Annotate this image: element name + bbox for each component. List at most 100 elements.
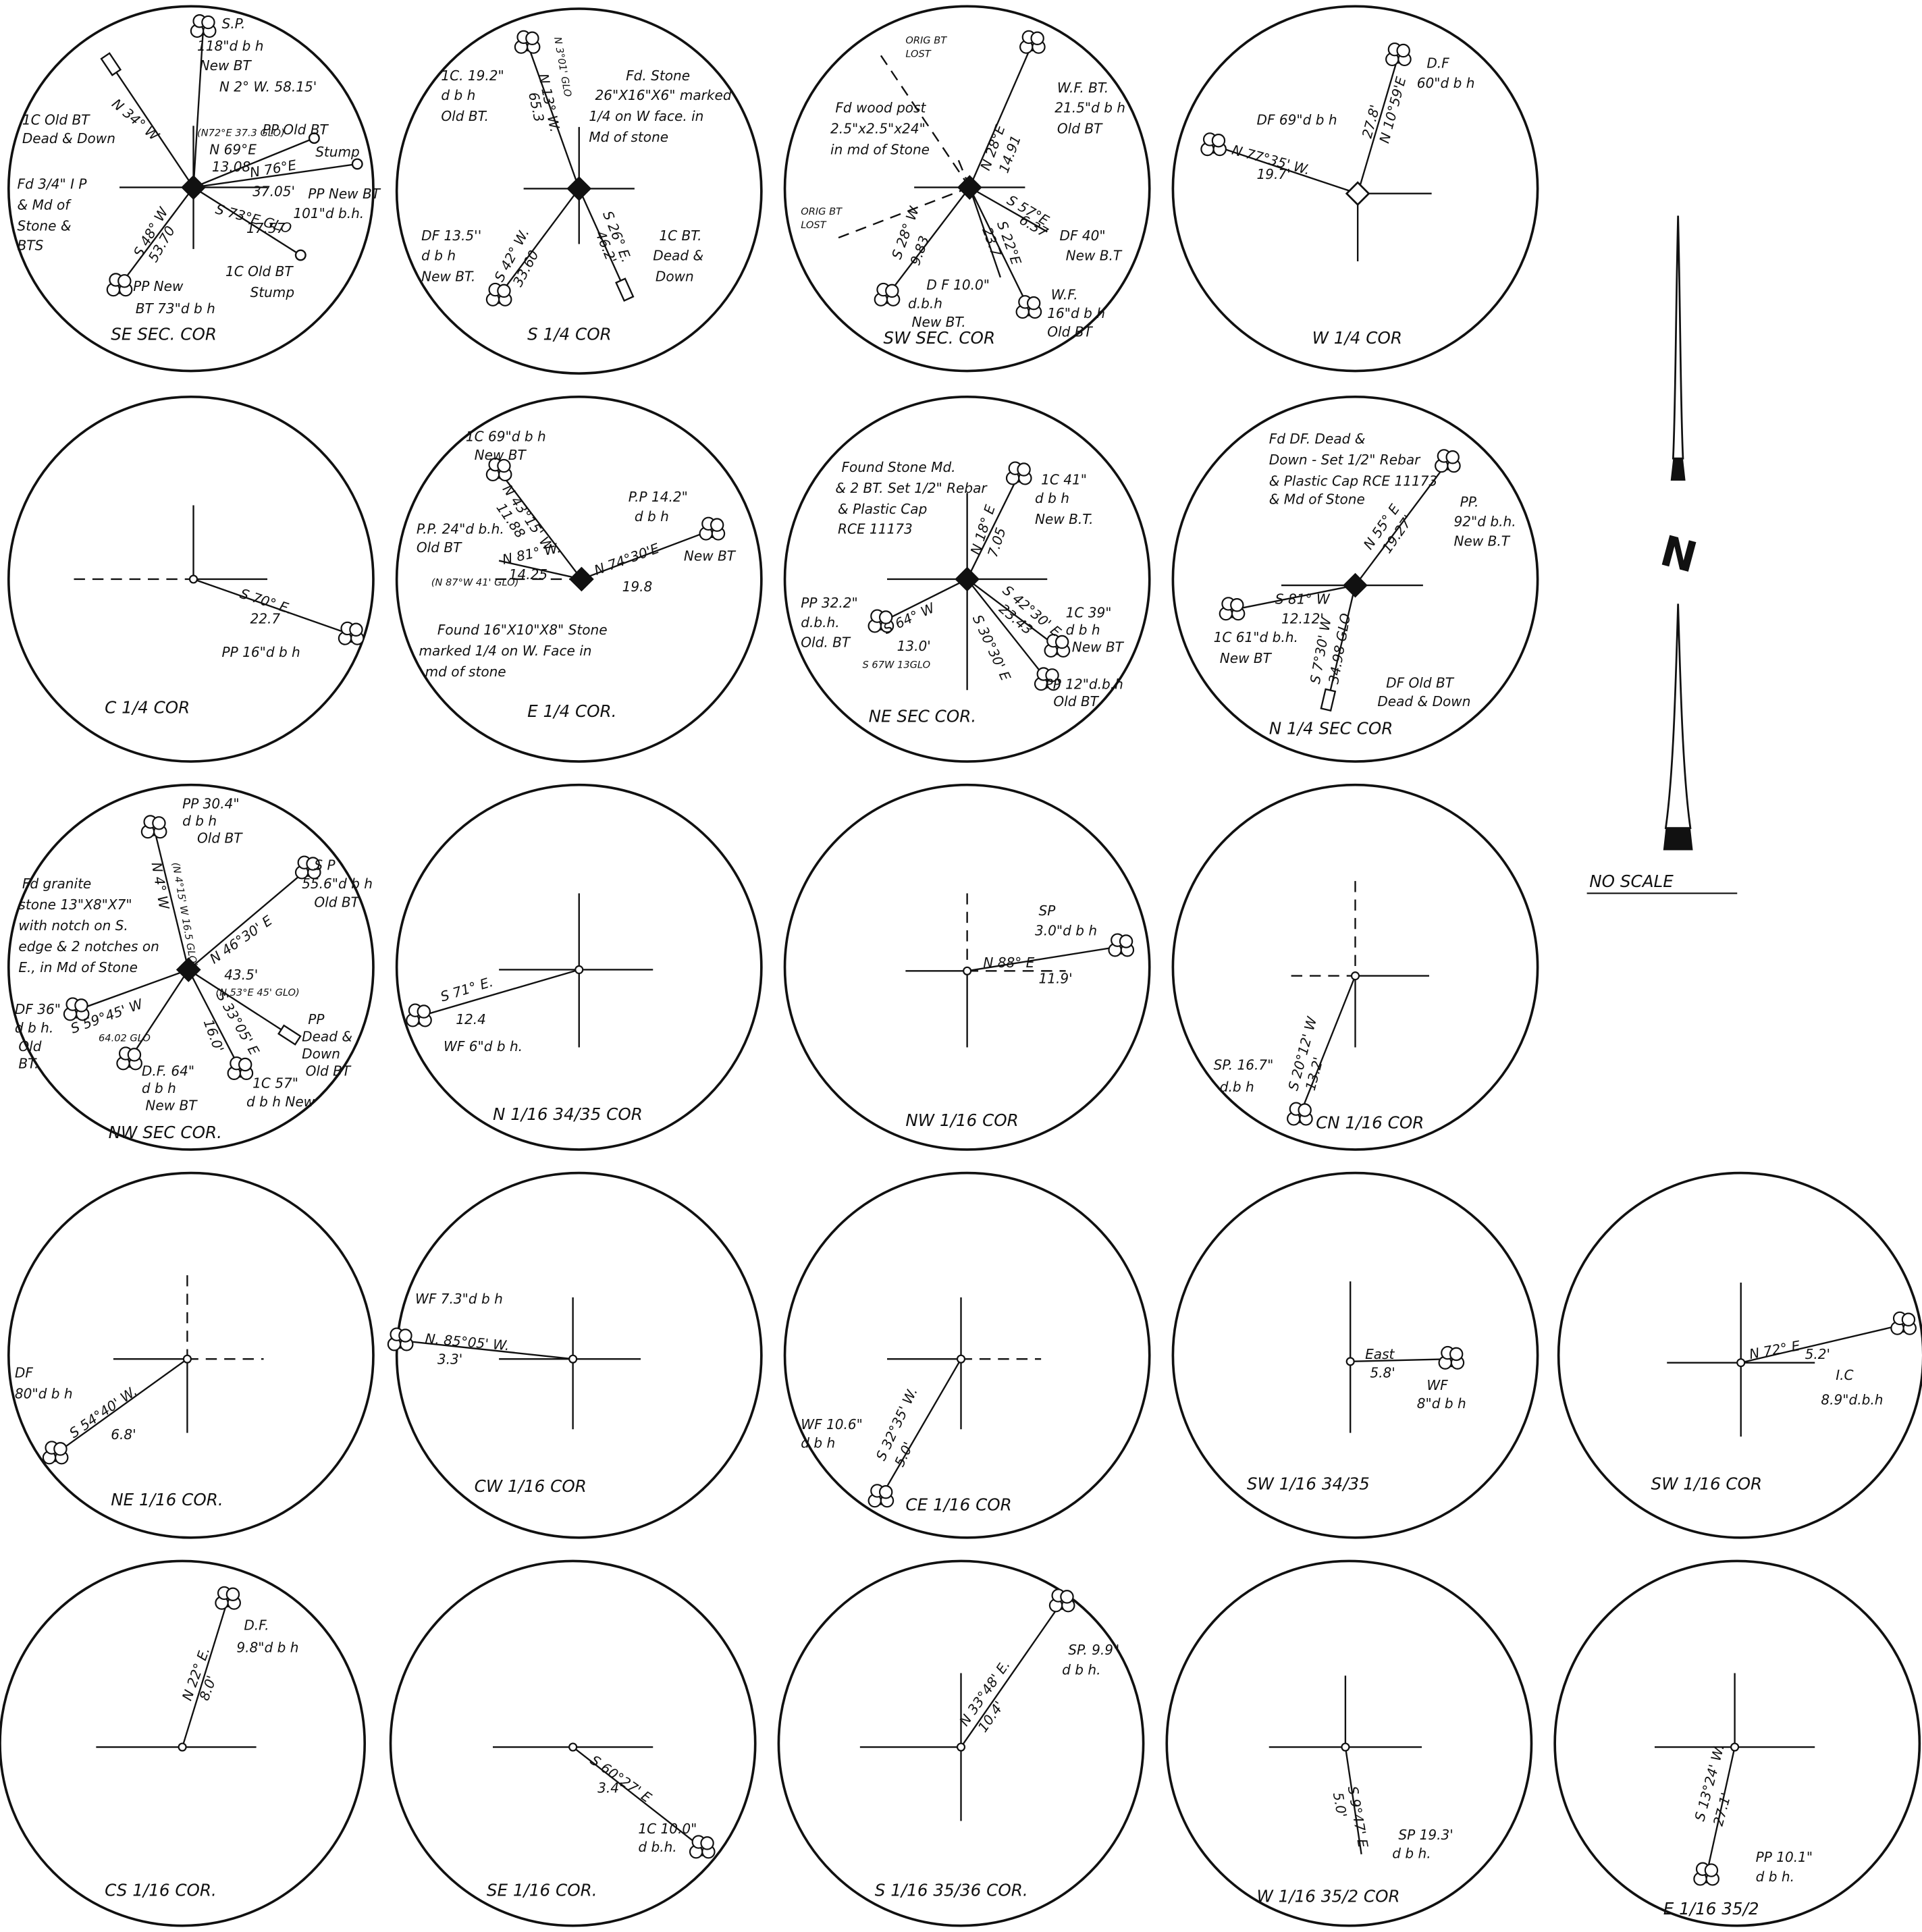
tie-line [110,63,194,188]
monument [955,566,980,592]
note: 80"d b h [15,1386,73,1402]
note: 9.8"d b h [236,1640,298,1656]
note: WF 7.3"d b h [415,1291,503,1307]
note: 13.08 [212,159,250,175]
note: Old BT [306,1063,352,1079]
monument [1730,1742,1740,1752]
tie-line [498,470,583,580]
tie-line [880,1358,962,1498]
note: Fd DF. Dead & [1269,431,1366,447]
note: Fd 3/4" I P [18,176,88,192]
monument [963,966,972,975]
note: SP [1038,903,1056,919]
tree-lobe [152,816,166,830]
note: & Md of Stone [1269,491,1365,508]
note: & 2 BT. Set 1/2" Rebar [835,480,988,496]
tie-line [572,1746,703,1849]
tie-line [400,1339,573,1360]
corner-label: CS 1/16 COR. [105,1881,217,1900]
note: DF 69"d b h [1257,112,1337,128]
tree-lobe [1211,134,1226,148]
diagram-circle [1557,1171,1922,1539]
tree-lobe [1901,1312,1916,1326]
note: 1C. 19.2" [441,68,504,84]
note: BT 73"d b h [136,300,215,317]
monument [181,175,206,200]
note: 1C 41" [1041,471,1087,487]
diagram-circle [395,7,763,375]
note: Stump [250,284,294,300]
note: Down [656,268,694,284]
note: New BT. [912,314,966,330]
note: (N 53°E 45' GLO) [215,987,299,998]
monument [1736,1358,1746,1368]
note: d b h [635,508,669,525]
tie-line [960,1601,1063,1748]
note: 64.02 GLO [99,1033,151,1044]
tie-line [128,969,190,1061]
tree-lobe [1704,1863,1719,1877]
diagram-circle [783,1171,1151,1539]
tree-symbol [190,14,217,38]
note: SP. 16.7" [1214,1056,1274,1073]
note: Old BT [1057,120,1103,136]
tie-line [969,187,1002,278]
note: Old BT [314,894,360,910]
note: New BT [684,548,737,564]
note: 37.05' [252,183,295,199]
tie-line [193,137,315,188]
tree-symbol [867,609,895,633]
corner-diagram: S 13°24' W.27.1'PP 10.1"d b h.E 1/16 35/… [1553,1559,1921,1927]
note: 1C 57" [252,1075,298,1092]
tie-line [1350,1358,1451,1363]
tree-symbol [1015,295,1042,319]
monument [575,965,584,975]
corner-label: E 1/16 35/2 [1663,1899,1759,1918]
note: d b h [801,1435,835,1451]
note: 8.9"d.b.h [1821,1392,1883,1408]
tree-lobe [201,15,215,30]
note: 22.7 [250,611,280,627]
note: W.F. [1051,287,1078,303]
note: 13.0' [897,638,931,654]
note: W.F. BT. [1057,80,1109,96]
note: S P [314,857,336,874]
corner-label: W 1/16 35/2 COR [1257,1887,1400,1906]
corner-diagram: SP 3.0"d b h N 88° E11.9' NW 1/16 COR [783,783,1151,1151]
note: 5.2' [1805,1346,1830,1362]
note: RCE 11173 [838,520,913,537]
tree-lobe [1119,934,1133,948]
note: PP [308,1011,325,1027]
tree-lobe [710,518,724,532]
note: Down - Set 1/2" Rebar [1269,452,1421,468]
note: PP. [1460,493,1479,510]
post-symbol [615,277,635,302]
post-symbol [1320,688,1337,712]
monument [188,574,198,584]
note: Old [18,1038,41,1054]
tree-symbol [1890,1311,1917,1335]
tie-line [526,43,580,189]
arrow-foot [1663,828,1693,851]
diagram-circle [1553,1559,1921,1927]
note: ORIG BT [905,34,947,46]
note: New B.T. [1035,511,1094,527]
tie-line [188,867,309,971]
note: d b h. [15,1020,53,1036]
corner-label: C 1/4 COR [105,698,190,718]
monument [956,1354,966,1364]
corner-label: SE SEC. COR [111,325,217,344]
note: & Plastic Cap RCE 11173 [1269,473,1438,489]
tree-symbol [1200,132,1227,157]
tree-symbol [1693,1862,1719,1886]
tree-lobe [1060,1590,1074,1604]
corner-label: N 1/16 34/35 COR [493,1104,643,1124]
note: marked 1/4 on W. Face in [419,643,592,659]
note: 1C BT. [659,227,701,244]
tie-line [966,579,1048,681]
tree-symbol [140,815,167,839]
dashed-tie [831,186,970,242]
tie-line [1213,144,1358,194]
